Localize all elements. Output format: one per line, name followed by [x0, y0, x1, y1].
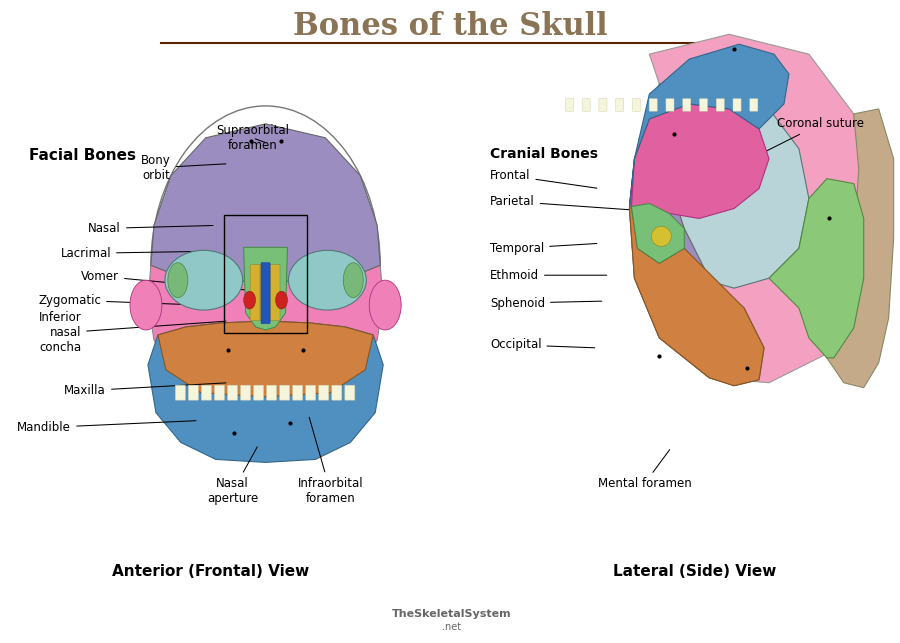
Polygon shape [244, 248, 287, 330]
FancyBboxPatch shape [240, 385, 250, 400]
Ellipse shape [275, 291, 287, 309]
Polygon shape [632, 104, 769, 219]
Ellipse shape [165, 250, 243, 310]
Ellipse shape [369, 280, 401, 330]
FancyBboxPatch shape [649, 98, 657, 111]
FancyBboxPatch shape [250, 265, 260, 320]
Text: Nasal
aperture: Nasal aperture [207, 447, 258, 505]
Polygon shape [629, 139, 764, 386]
FancyBboxPatch shape [666, 98, 674, 111]
Polygon shape [769, 179, 864, 358]
Text: Parietal: Parietal [490, 195, 652, 212]
Text: Bones of the Skull: Bones of the Skull [292, 11, 608, 42]
Text: .net: .net [443, 622, 462, 631]
Text: Bony
orbit: Bony orbit [141, 154, 226, 182]
FancyBboxPatch shape [582, 98, 590, 111]
FancyBboxPatch shape [202, 385, 211, 400]
Text: Supraorbital
foramen: Supraorbital foramen [216, 124, 289, 152]
Polygon shape [151, 124, 380, 282]
Ellipse shape [151, 106, 380, 424]
FancyBboxPatch shape [306, 385, 316, 400]
Text: Inferior
nasal
concha: Inferior nasal concha [39, 311, 226, 354]
Text: Facial Bones: Facial Bones [30, 149, 136, 163]
Text: Temporal: Temporal [490, 242, 597, 255]
FancyBboxPatch shape [332, 385, 342, 400]
Ellipse shape [130, 280, 162, 330]
Polygon shape [827, 109, 894, 388]
FancyBboxPatch shape [683, 98, 691, 111]
FancyBboxPatch shape [176, 385, 185, 400]
FancyBboxPatch shape [228, 385, 238, 400]
Text: TheSkeletalSystem: TheSkeletalSystem [392, 609, 512, 619]
FancyBboxPatch shape [598, 98, 607, 111]
FancyBboxPatch shape [345, 385, 355, 400]
FancyBboxPatch shape [616, 98, 624, 111]
FancyBboxPatch shape [266, 385, 276, 400]
Text: Lateral (Side) View: Lateral (Side) View [613, 565, 776, 579]
FancyBboxPatch shape [270, 265, 280, 320]
Polygon shape [629, 206, 764, 386]
Text: Nasal: Nasal [88, 222, 213, 235]
Text: Infraorbital
foramen: Infraorbital foramen [298, 417, 364, 505]
FancyBboxPatch shape [292, 385, 302, 400]
Text: Frontal: Frontal [490, 169, 597, 188]
Polygon shape [632, 204, 684, 263]
FancyBboxPatch shape [280, 385, 290, 400]
Text: Occipital: Occipital [490, 338, 595, 351]
Text: Anterior (Frontal) View: Anterior (Frontal) View [112, 565, 310, 579]
Polygon shape [158, 321, 374, 397]
Text: Ethmoid: Ethmoid [490, 269, 607, 282]
Text: Cranial Bones: Cranial Bones [490, 147, 598, 161]
Polygon shape [629, 44, 789, 206]
FancyBboxPatch shape [699, 98, 707, 111]
Text: Maxilla: Maxilla [64, 383, 226, 397]
FancyBboxPatch shape [260, 265, 270, 320]
Polygon shape [148, 266, 383, 397]
FancyBboxPatch shape [254, 385, 264, 400]
Circle shape [652, 226, 671, 246]
FancyBboxPatch shape [716, 98, 725, 111]
Text: Coronal suture: Coronal suture [760, 118, 864, 154]
FancyBboxPatch shape [633, 98, 641, 111]
FancyBboxPatch shape [319, 385, 328, 400]
Text: Zygomatic: Zygomatic [38, 294, 198, 307]
Polygon shape [629, 79, 809, 288]
FancyBboxPatch shape [750, 98, 758, 111]
Text: Lacrimal: Lacrimal [60, 247, 206, 260]
Ellipse shape [168, 263, 188, 298]
Text: Vomer: Vomer [81, 269, 256, 291]
FancyBboxPatch shape [261, 263, 270, 323]
FancyBboxPatch shape [565, 98, 573, 111]
FancyBboxPatch shape [188, 385, 198, 400]
FancyBboxPatch shape [733, 98, 741, 111]
Text: Mental foramen: Mental foramen [598, 449, 691, 491]
Polygon shape [629, 34, 864, 383]
Bar [224, 215, 308, 333]
FancyBboxPatch shape [214, 385, 224, 400]
Ellipse shape [244, 291, 256, 309]
Ellipse shape [343, 263, 364, 298]
Text: Sphenoid: Sphenoid [490, 296, 602, 309]
Ellipse shape [289, 250, 366, 310]
Text: Mandible: Mandible [17, 421, 196, 434]
Polygon shape [148, 321, 383, 462]
